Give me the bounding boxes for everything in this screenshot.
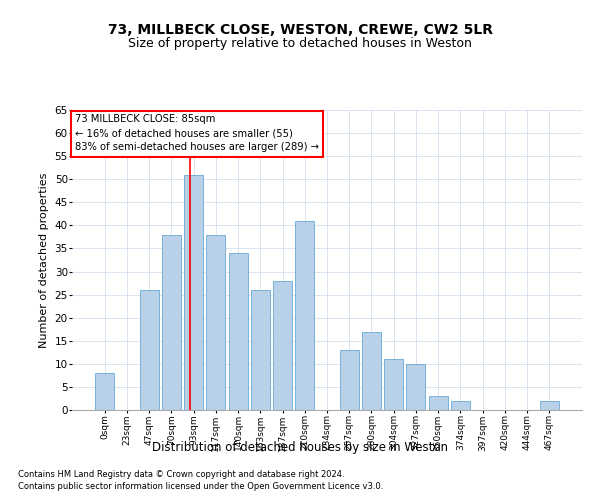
Text: Contains HM Land Registry data © Crown copyright and database right 2024.: Contains HM Land Registry data © Crown c… — [18, 470, 344, 479]
Bar — [229, 253, 248, 410]
Text: Distribution of detached houses by size in Weston: Distribution of detached houses by size … — [152, 441, 448, 454]
Text: 73, MILLBECK CLOSE, WESTON, CREWE, CW2 5LR: 73, MILLBECK CLOSE, WESTON, CREWE, CW2 5… — [107, 22, 493, 36]
Bar — [362, 332, 381, 410]
Bar — [429, 396, 448, 410]
Bar — [384, 359, 403, 410]
Bar — [451, 401, 470, 410]
Bar — [273, 281, 292, 410]
Bar — [184, 174, 203, 410]
Bar — [251, 290, 270, 410]
Bar — [295, 221, 314, 410]
Bar — [340, 350, 359, 410]
Text: Size of property relative to detached houses in Weston: Size of property relative to detached ho… — [128, 38, 472, 51]
Bar — [162, 234, 181, 410]
Bar — [140, 290, 158, 410]
Bar — [406, 364, 425, 410]
Text: 73 MILLBECK CLOSE: 85sqm
← 16% of detached houses are smaller (55)
83% of semi-d: 73 MILLBECK CLOSE: 85sqm ← 16% of detach… — [74, 114, 319, 152]
Bar — [540, 401, 559, 410]
Bar — [95, 373, 114, 410]
Text: Contains public sector information licensed under the Open Government Licence v3: Contains public sector information licen… — [18, 482, 383, 491]
Bar — [206, 234, 225, 410]
Y-axis label: Number of detached properties: Number of detached properties — [39, 172, 49, 348]
